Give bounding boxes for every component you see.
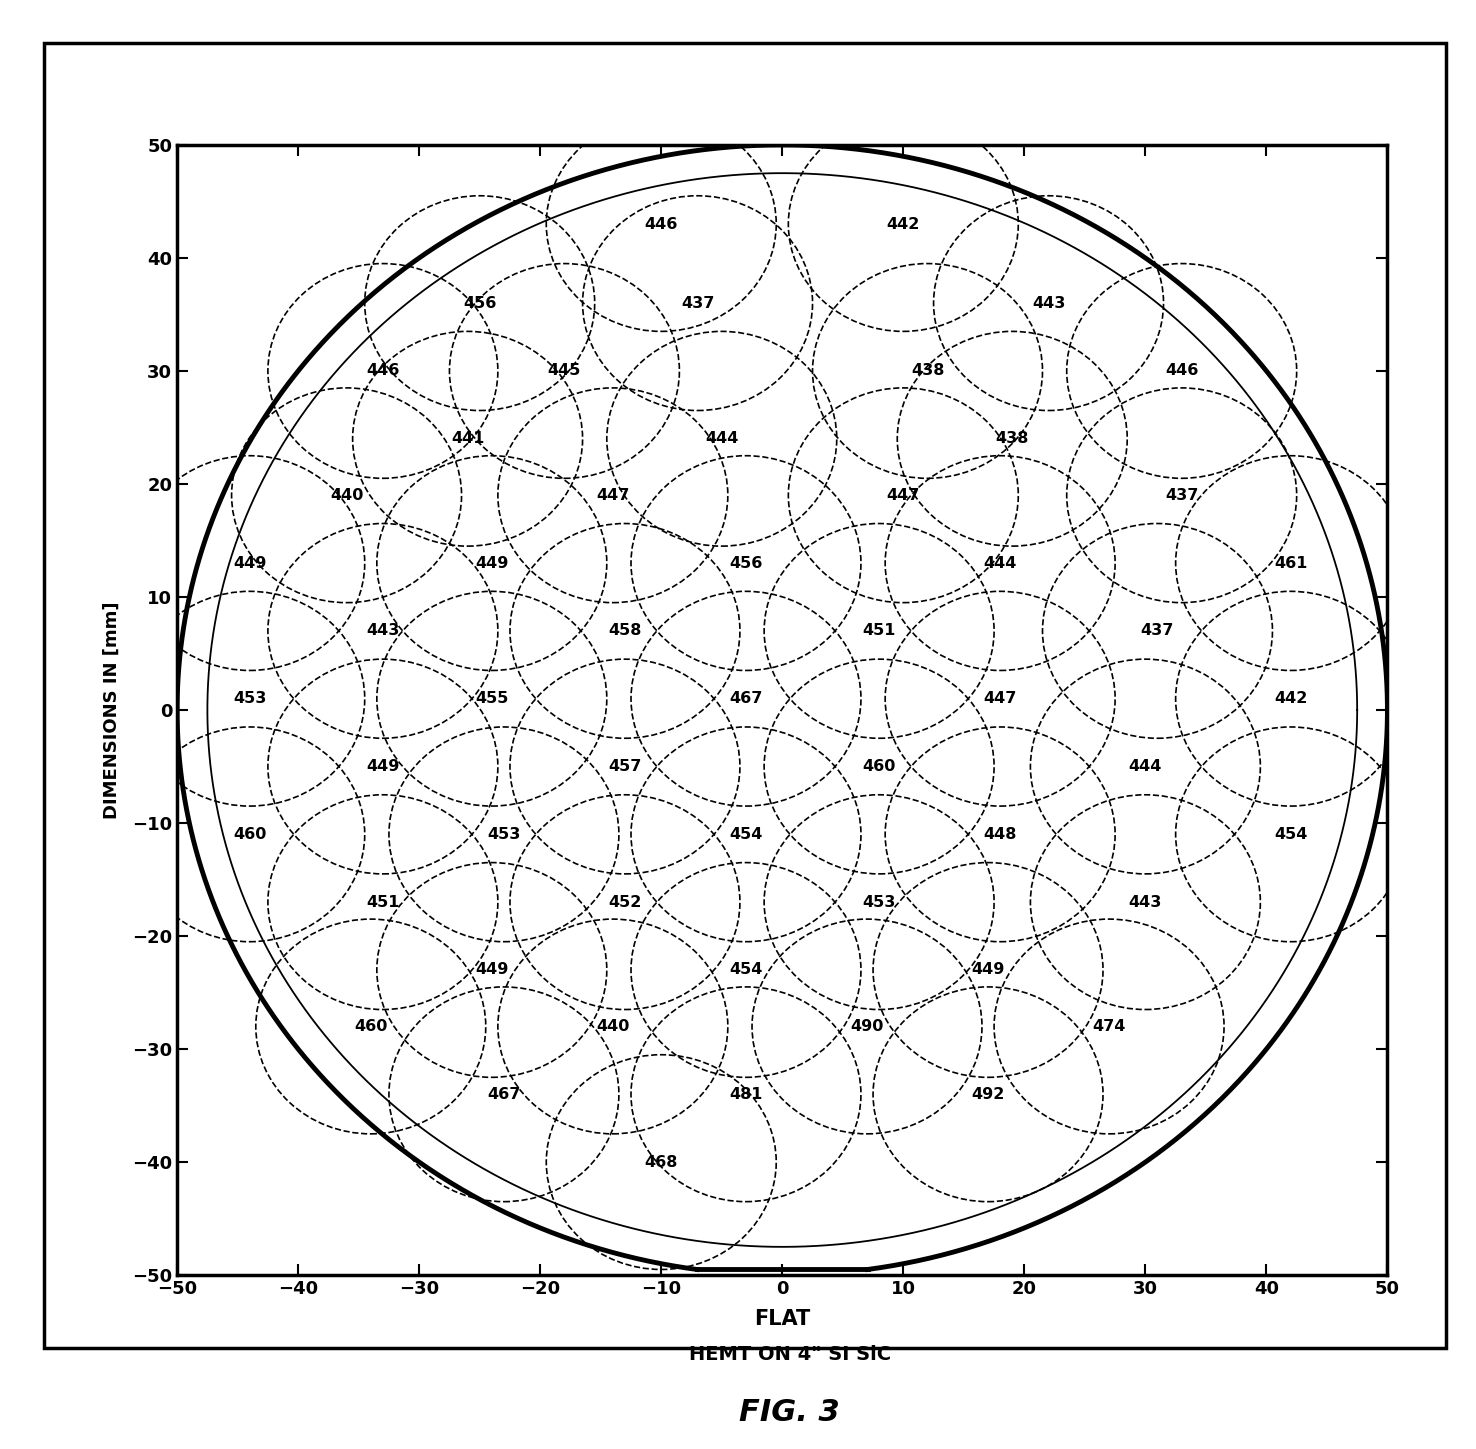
Text: 456: 456 <box>463 296 496 310</box>
Text: 437: 437 <box>1165 488 1199 503</box>
Text: 448: 448 <box>983 827 1017 842</box>
Text: 467: 467 <box>487 1087 521 1101</box>
Text: 453: 453 <box>862 894 896 910</box>
Text: 460: 460 <box>354 1019 388 1035</box>
Text: 444: 444 <box>983 555 1017 571</box>
Text: 449: 449 <box>366 759 400 774</box>
Text: 442: 442 <box>1274 691 1308 706</box>
Text: 456: 456 <box>729 555 763 571</box>
Text: 449: 449 <box>233 555 267 571</box>
X-axis label: FLAT: FLAT <box>754 1308 810 1329</box>
Text: 446: 446 <box>1165 364 1199 378</box>
Text: 438: 438 <box>911 364 945 378</box>
Text: 443: 443 <box>1129 894 1162 910</box>
Text: 454: 454 <box>1274 827 1308 842</box>
Text: 446: 446 <box>645 216 677 232</box>
Text: 467: 467 <box>729 691 763 706</box>
Text: 440: 440 <box>329 488 363 503</box>
Text: 449: 449 <box>475 555 509 571</box>
Text: 454: 454 <box>729 827 763 842</box>
Text: 490: 490 <box>850 1019 884 1035</box>
Text: 447: 447 <box>983 691 1017 706</box>
Text: 437: 437 <box>680 296 714 310</box>
Text: 474: 474 <box>1092 1019 1126 1035</box>
Text: 454: 454 <box>729 962 763 978</box>
Text: 442: 442 <box>887 216 920 232</box>
Text: 461: 461 <box>1274 555 1308 571</box>
Text: 444: 444 <box>706 432 738 446</box>
Text: 440: 440 <box>596 1019 630 1035</box>
Text: 457: 457 <box>608 759 642 774</box>
Text: 446: 446 <box>366 364 400 378</box>
Text: 481: 481 <box>729 1087 763 1101</box>
Text: 455: 455 <box>475 691 509 706</box>
Text: 460: 460 <box>862 759 896 774</box>
Text: 447: 447 <box>596 488 630 503</box>
Text: 453: 453 <box>233 691 267 706</box>
Text: 452: 452 <box>608 894 642 910</box>
Text: 449: 449 <box>971 962 1005 978</box>
Y-axis label: DIMENSIONS IN [mm]: DIMENSIONS IN [mm] <box>103 601 121 819</box>
Text: HEMT ON 4" SI SiC: HEMT ON 4" SI SiC <box>689 1345 890 1365</box>
Text: 460: 460 <box>233 827 267 842</box>
Text: 447: 447 <box>887 488 920 503</box>
Text: 444: 444 <box>1129 759 1162 774</box>
Text: 438: 438 <box>995 432 1029 446</box>
Text: 458: 458 <box>608 623 642 639</box>
Text: 441: 441 <box>450 432 484 446</box>
Text: FIG. 3: FIG. 3 <box>739 1398 840 1427</box>
Text: 451: 451 <box>862 623 896 639</box>
Text: 492: 492 <box>971 1087 1005 1101</box>
Text: 449: 449 <box>475 962 509 978</box>
Text: 451: 451 <box>366 894 400 910</box>
Text: 468: 468 <box>645 1155 677 1169</box>
Text: 443: 443 <box>366 623 400 639</box>
Text: 437: 437 <box>1141 623 1175 639</box>
Text: 453: 453 <box>487 827 521 842</box>
Text: 443: 443 <box>1032 296 1066 310</box>
Text: 445: 445 <box>548 364 582 378</box>
